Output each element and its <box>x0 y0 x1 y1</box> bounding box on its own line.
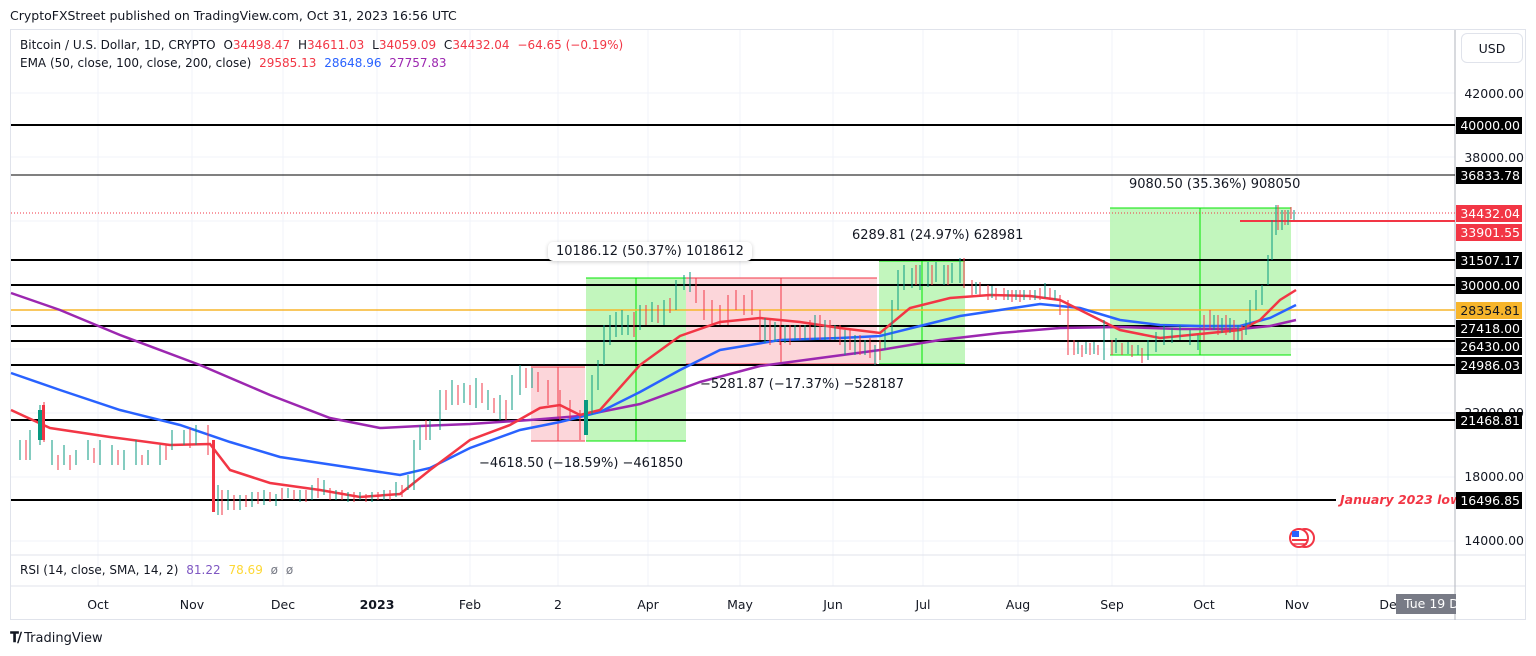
rsi-value: 81.22 <box>186 563 221 577</box>
ema-label: EMA (50, close, 100, close, 200, close) <box>20 56 252 70</box>
price-tag-level-red: 33901.55 <box>1456 224 1522 241</box>
time-label: May <box>727 597 753 612</box>
low-label: L <box>372 38 379 52</box>
price-tag-level: 27418.00 <box>1456 320 1522 337</box>
price-tag-level: 40000.00 <box>1456 117 1522 134</box>
time-label: De <box>1379 597 1397 612</box>
rsi-extra-2: ø <box>285 563 294 577</box>
time-label: Apr <box>637 597 659 612</box>
price-tag-level: 16496.85 <box>1456 492 1522 509</box>
open-value: 34498.47 <box>232 38 291 52</box>
ema200-value: 27757.83 <box>389 56 447 70</box>
us-event-icon[interactable] <box>1289 528 1315 548</box>
rsi-label: RSI (14, close, SMA, 14, 2) <box>20 563 179 577</box>
time-label: Jun <box>823 597 843 612</box>
close-label: C <box>443 38 453 52</box>
time-label: Feb <box>458 597 482 612</box>
tradingview-logo[interactable]: 𝐓∕ TradingView <box>10 630 103 646</box>
time-label: Sep <box>1100 597 1124 612</box>
price-tag-level: 36833.78 <box>1456 167 1522 184</box>
currency-button[interactable]: USD <box>1461 33 1523 63</box>
crosshair-date-tag: Tue 19 De <box>1396 594 1456 614</box>
symbol-name: Bitcoin / U.S. Dollar, 1D, CRYPTO <box>20 38 216 52</box>
ohlc-low: L34059.09 <box>372 38 436 52</box>
tradingview-brand: TradingView <box>24 630 103 646</box>
ema100-value: 28648.96 <box>324 56 382 70</box>
time-label: Dec <box>270 597 296 612</box>
price-tag-level: 21468.81 <box>1456 412 1522 429</box>
ohlc-high: H34611.03 <box>298 38 364 52</box>
time-label: Oct <box>87 597 109 612</box>
time-label: Nov <box>1284 597 1310 612</box>
low-value: 34059.09 <box>378 38 437 52</box>
time-label: Aug <box>1005 597 1031 612</box>
price-tag-orange: 28354.81 <box>1456 302 1522 319</box>
rsi-sma-value: 78.69 <box>228 563 263 577</box>
ema-legend: EMA (50, close, 100, close, 200, close) … <box>20 56 451 70</box>
measure-label-5: 9080.50 (35.36%) 908050 <box>1129 177 1301 192</box>
ohlc-open: O34498.47 <box>223 38 290 52</box>
measure-label-2: 10186.12 (50.37%) 1018612 <box>548 242 752 261</box>
time-label: Jul <box>915 597 931 612</box>
chart-frame <box>10 29 1526 620</box>
close-value: 34432.04 <box>452 38 510 52</box>
price-tick: 42000.00 <box>1464 86 1524 101</box>
price-tick: 14000.00 <box>1464 533 1524 548</box>
price-tick: 38000.00 <box>1464 150 1524 165</box>
rsi-legend: RSI (14, close, SMA, 14, 2) 81.22 78.69 … <box>20 563 297 577</box>
price-tag-level: 26430.00 <box>1456 338 1522 355</box>
jan-low-annotation: January 2023 low <box>1340 492 1462 507</box>
time-label: Oct <box>1193 597 1215 612</box>
symbol-legend: Bitcoin / U.S. Dollar, 1D, CRYPTO O34498… <box>20 38 627 52</box>
price-tick: 18000.00 <box>1464 469 1524 484</box>
time-label: 2 <box>554 597 562 612</box>
high-label: H <box>298 38 308 52</box>
tradingview-logo-icon: 𝐓∕ <box>10 630 22 646</box>
measure-label-1: −4618.50 (−18.59%) −461850 <box>479 456 684 471</box>
time-label: 2023 <box>359 597 395 612</box>
ema50-value: 29585.13 <box>259 56 317 70</box>
price-tag-level: 31507.17 <box>1456 252 1522 269</box>
change-value: −64.65 (−0.19%) <box>517 38 624 52</box>
publish-line: CryptoFXStreet published on TradingView.… <box>10 8 457 23</box>
rsi-extra-1: ø <box>270 563 278 577</box>
price-tag-level: 30000.00 <box>1456 277 1522 294</box>
open-label: O <box>223 38 233 52</box>
measure-label-3: −5281.87 (−17.37%) −528187 <box>700 377 905 392</box>
high-value: 34611.03 <box>307 38 365 52</box>
measure-label-4: 6289.81 (24.97%) 628981 <box>852 228 1024 243</box>
price-tag-last: 34432.04 <box>1456 205 1522 222</box>
price-tag-level: 24986.03 <box>1456 357 1522 374</box>
time-label: Nov <box>179 597 205 612</box>
ohlc-close: C34432.04 <box>444 38 510 52</box>
